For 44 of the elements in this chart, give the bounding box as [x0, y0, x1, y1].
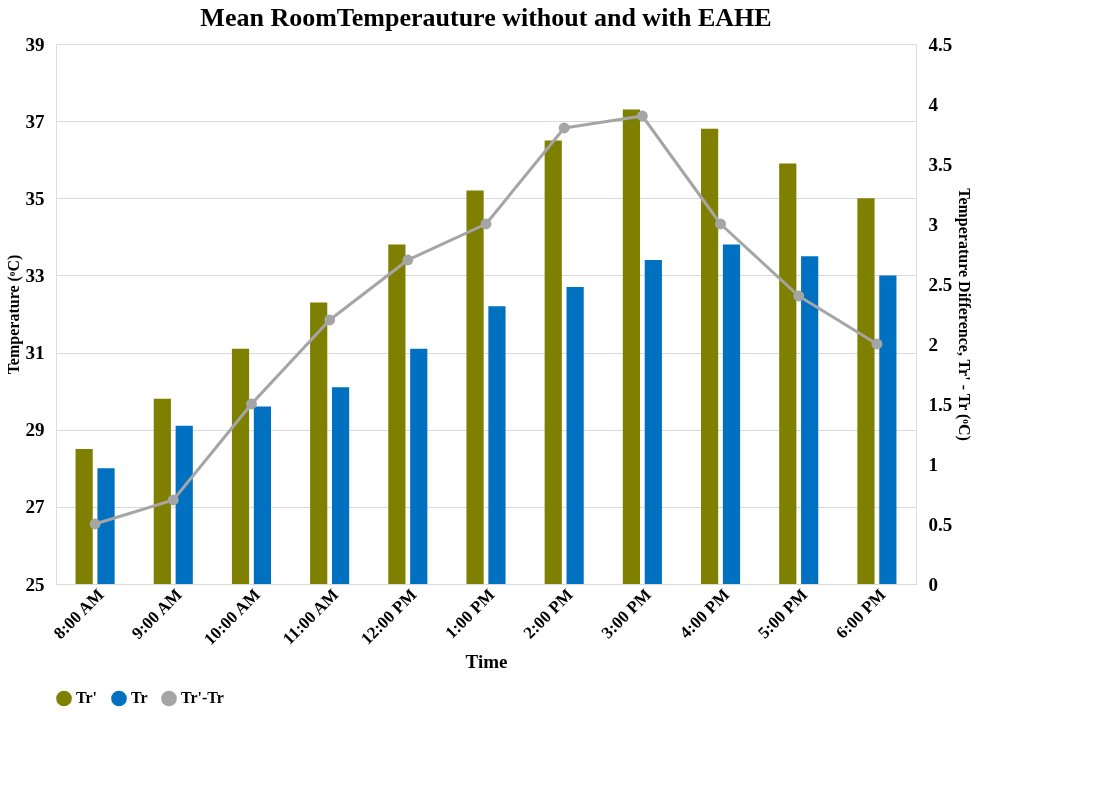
y2-tick-label: 4 [928, 93, 939, 115]
y-tick-label: 33 [25, 264, 45, 286]
chart-title: Mean RoomTemperauture without and with EAHE [200, 3, 772, 32]
x-tick-label: 3:00 PM [597, 585, 655, 643]
point [480, 218, 492, 230]
y2-axis-title: Temperature Difference, Tr' - Tr (ᵒC) [955, 188, 974, 441]
y2-tick-label: 0.5 [928, 513, 953, 535]
x-tick-label: 2:00 PM [519, 585, 577, 643]
point [558, 122, 570, 134]
x-tick-label: 5:00 PM [754, 585, 812, 643]
y2-tick-label: 3 [928, 213, 938, 235]
x-axis-title: Time [465, 650, 508, 672]
legend-label: Tr' [76, 689, 98, 707]
x-tick-label: 8:00 AM [49, 585, 108, 643]
legend-label: Tr [131, 689, 148, 707]
x-tick-label: 6:00 PM [832, 585, 890, 643]
y2-tick-label: 1 [928, 453, 938, 475]
y2-tick-label: 4.5 [928, 33, 953, 55]
y-tick-label: 37 [25, 110, 45, 132]
point [871, 338, 883, 350]
point [245, 398, 257, 410]
y2-tick-label: 2 [928, 333, 938, 355]
x-tick-label: 9:00 AM [127, 585, 186, 643]
y2-tick-label: 0 [928, 573, 938, 595]
y-axis-title: Temperature (ᵒC) [4, 254, 23, 375]
point [167, 494, 179, 506]
y-tick-label: 31 [25, 342, 45, 364]
point [636, 110, 648, 122]
y2-tick-label: 1.5 [928, 393, 953, 415]
point [324, 314, 336, 326]
point [715, 218, 727, 230]
y-tick-label: 25 [25, 573, 45, 595]
point [89, 518, 101, 530]
point [402, 254, 414, 266]
point [793, 290, 805, 302]
x-tick-label: 1:00 PM [441, 585, 499, 643]
legend-label: Tr'-Tr [181, 689, 224, 707]
x-tick-label: 4:00 PM [675, 585, 734, 643]
y-tick-label: 35 [25, 187, 45, 209]
y-tick-label: 29 [25, 419, 45, 441]
y-tick-label: 27 [25, 496, 45, 518]
y2-tick-label: 3.5 [928, 153, 953, 175]
y2-tick-label: 2.5 [928, 273, 953, 295]
y-tick-label: 39 [25, 33, 45, 55]
